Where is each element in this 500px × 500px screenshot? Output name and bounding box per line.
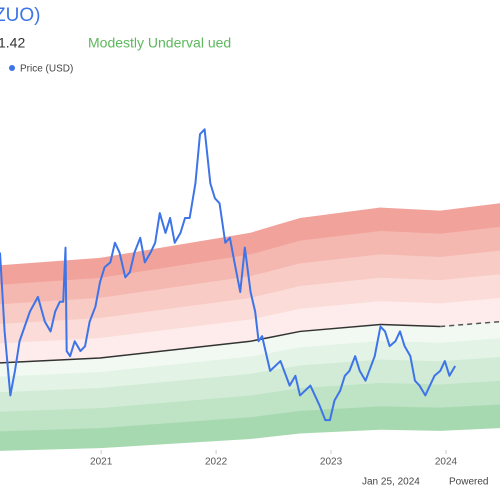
legend-label: Price (USD) [20, 64, 73, 75]
x-tick-label: 2021 [90, 457, 113, 468]
gf-value-line [0, 323, 441, 364]
x-tick-label: 2022 [205, 457, 228, 468]
value-band [0, 297, 500, 363]
gf-value-estimate-line [440, 320, 500, 328]
lines [0, 128, 500, 422]
x-tick-label: 2023 [320, 457, 343, 468]
credit: Powered [449, 477, 488, 488]
chart-title: ZUO) [0, 5, 40, 26]
price-line [0, 128, 457, 422]
x-axis: 2021 2022 2023 2024 [90, 450, 458, 468]
date-note: Jan 25, 2024 [362, 477, 420, 488]
x-tick-label: 2024 [435, 457, 458, 468]
price-label: 1.42 [0, 35, 25, 51]
legend-marker [9, 65, 15, 71]
value-bands [0, 203, 500, 451]
valuation-status: Modestly Underval ued [88, 35, 231, 51]
value-band [0, 321, 500, 377]
